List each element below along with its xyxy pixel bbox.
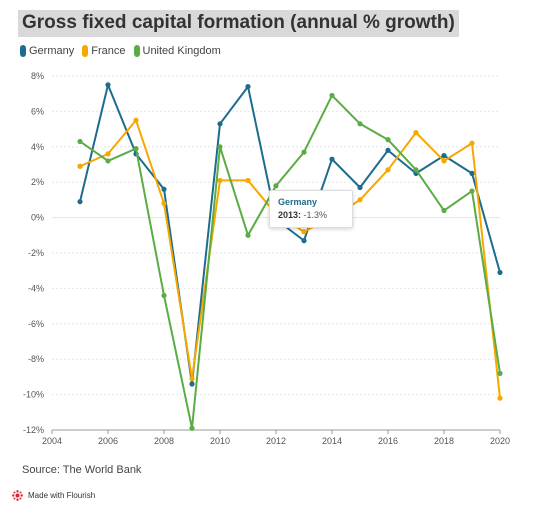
x-tick-label: 2014: [322, 436, 342, 446]
y-tick-label: -2%: [28, 248, 44, 258]
x-tick-label: 2010: [210, 436, 230, 446]
tooltip-year: 2013:: [278, 210, 302, 220]
data-point-united-kingdom: [441, 207, 447, 214]
tooltip-value: -1.3%: [303, 210, 328, 220]
y-tick-label: 6%: [31, 106, 44, 116]
flourish-logo-icon: [12, 490, 23, 501]
x-tick-label: 2016: [378, 436, 398, 446]
legend-swatch-germany: [20, 45, 26, 57]
data-point-united-kingdom: [161, 292, 167, 299]
data-point-germany: [217, 121, 223, 127]
data-point-united-kingdom: [105, 158, 111, 164]
x-tick-label: 2008: [154, 436, 174, 446]
legend: Germany France United Kingdom: [20, 45, 221, 57]
data-point-france: [77, 163, 83, 169]
flourish-label: Made with Flourish: [28, 491, 96, 500]
x-tick-label: 2012: [266, 436, 286, 446]
data-point-united-kingdom: [413, 167, 419, 173]
series-line-united-kingdom: [79, 94, 501, 430]
y-tick-label: 8%: [31, 71, 44, 81]
x-tick-label: 2018: [434, 436, 454, 446]
data-point-france: [413, 130, 419, 136]
data-point-united-kingdom: [385, 137, 391, 143]
data-point-germany: [497, 269, 503, 276]
data-point-france: [441, 158, 447, 164]
data-point-france: [245, 177, 251, 184]
data-point-germany: [329, 156, 335, 162]
y-tick-label: -6%: [28, 319, 44, 329]
y-tick-label: -10%: [23, 390, 44, 400]
data-point-france: [497, 395, 503, 401]
data-point-united-kingdom: [189, 425, 195, 431]
data-point-france: [469, 140, 475, 146]
data-point-united-kingdom: [217, 144, 223, 150]
flourish-credit[interactable]: Made with Flourish: [12, 490, 95, 501]
chart-title: Gross fixed capital formation (annual % …: [18, 10, 459, 37]
y-tick-label: 2%: [31, 177, 44, 187]
data-point-germany: [357, 184, 363, 191]
data-point-france: [105, 151, 111, 157]
data-point-france: [357, 197, 363, 203]
y-tick-label: -4%: [28, 283, 44, 293]
data-point-united-kingdom: [357, 121, 363, 127]
data-point-united-kingdom: [497, 370, 503, 376]
data-point-united-kingdom: [77, 138, 83, 145]
legend-swatch-france: [82, 45, 89, 57]
y-tick-label: 4%: [31, 142, 44, 152]
tooltip-series: Germany: [278, 197, 318, 207]
tooltip: Germany 2013: -1.3%: [269, 190, 353, 228]
series-line-germany: [79, 83, 501, 385]
data-point-france: [189, 376, 195, 382]
data-point-united-kingdom: [133, 145, 139, 152]
data-point-united-kingdom: [245, 232, 251, 238]
legend-label-germany: Germany: [29, 45, 75, 57]
line-chart: 8% 6% 4% 2% 0% -2% -4% -6% -8% -10% -12%2004 2006 20…: [23, 71, 510, 446]
x-tick-label: 2020: [490, 436, 510, 446]
legend-swatch-united-kingdom: [133, 45, 140, 57]
data-point-france: [385, 167, 391, 173]
legend-item-germany[interactable]: Germany: [20, 45, 74, 57]
data-point-united-kingdom: [329, 92, 335, 99]
legend-item-united-kingdom[interactable]: United Kingdom: [133, 45, 221, 57]
source-note: Source: The World Bank: [22, 464, 142, 476]
y-tick-label: -12%: [23, 425, 44, 435]
legend-label-united-kingdom: United Kingdom: [142, 45, 221, 57]
data-point-france: [217, 177, 223, 184]
data-point-germany: [105, 82, 111, 88]
legend-item-france[interactable]: France: [82, 45, 126, 57]
data-point-germany: [469, 170, 475, 176]
chart-title-wrap: Gross fixed capital formation (annual % …: [18, 10, 459, 37]
data-point-france: [301, 229, 307, 235]
y-tick-label: 0%: [31, 213, 44, 223]
data-point-france: [133, 117, 139, 123]
x-tick-label: 2004: [42, 436, 62, 446]
data-point-germany: [189, 381, 195, 387]
data-point-united-kingdom: [301, 149, 307, 155]
data-point-united-kingdom: [469, 188, 475, 194]
data-point-france: [161, 200, 167, 207]
data-point-united-kingdom: [273, 183, 279, 189]
data-point-germany: [161, 186, 167, 192]
y-tick-label: -8%: [28, 354, 44, 364]
data-point-germany: [301, 238, 307, 244]
data-point-germany: [77, 199, 83, 205]
legend-label-france: France: [91, 45, 126, 57]
data-point-germany: [385, 147, 391, 153]
data-point-germany: [441, 153, 447, 159]
x-tick-label: 2006: [98, 436, 118, 446]
data-point-germany: [245, 84, 251, 90]
